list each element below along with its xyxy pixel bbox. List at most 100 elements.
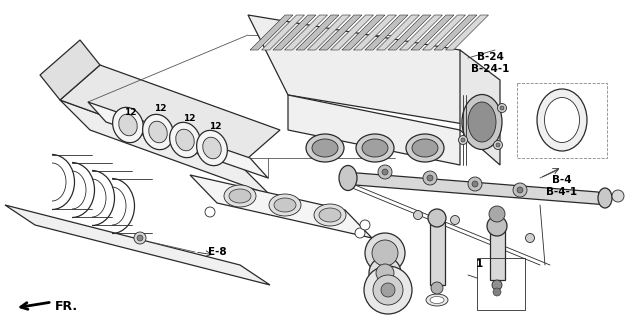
Polygon shape [434,15,477,50]
Circle shape [428,209,446,227]
Polygon shape [262,15,305,50]
Ellipse shape [545,98,579,142]
Text: B-24
B-24-1: B-24 B-24-1 [471,52,509,74]
Circle shape [427,175,433,181]
Polygon shape [40,40,100,100]
Text: 12: 12 [183,114,195,123]
Ellipse shape [426,294,448,306]
Ellipse shape [143,114,173,150]
Polygon shape [330,15,374,50]
Ellipse shape [314,204,346,226]
Circle shape [382,169,388,175]
Ellipse shape [274,198,296,212]
Ellipse shape [468,102,496,142]
Circle shape [376,264,394,282]
Polygon shape [60,100,270,195]
Polygon shape [460,50,500,165]
Circle shape [493,288,501,296]
Circle shape [489,206,505,222]
Circle shape [360,220,370,230]
Circle shape [517,187,523,193]
Circle shape [364,266,412,314]
Circle shape [369,257,401,289]
Polygon shape [345,172,608,205]
Text: 12: 12 [154,103,166,113]
Ellipse shape [148,121,167,143]
Polygon shape [190,175,372,238]
Text: B-4
B-4-1: B-4 B-4-1 [547,175,577,196]
Ellipse shape [362,139,388,157]
Ellipse shape [312,139,338,157]
Ellipse shape [319,208,341,222]
Polygon shape [248,15,500,130]
Circle shape [365,233,405,273]
Polygon shape [353,15,397,50]
Circle shape [134,232,146,244]
Ellipse shape [203,137,221,159]
Text: 1: 1 [476,259,483,269]
Circle shape [525,234,534,243]
Polygon shape [319,15,362,50]
Polygon shape [285,15,328,50]
Ellipse shape [269,194,301,216]
Circle shape [413,211,422,220]
Polygon shape [365,15,408,50]
Circle shape [487,216,507,236]
Polygon shape [60,65,280,165]
Polygon shape [88,102,268,178]
Circle shape [513,183,527,197]
Circle shape [372,240,398,266]
Ellipse shape [598,188,612,208]
Circle shape [137,235,143,241]
Polygon shape [288,95,460,165]
Circle shape [612,190,624,202]
Ellipse shape [113,107,143,143]
Circle shape [423,171,437,185]
Polygon shape [430,222,445,285]
Circle shape [381,283,395,297]
Ellipse shape [119,114,137,136]
Ellipse shape [196,130,227,166]
Ellipse shape [339,165,357,190]
Text: 12: 12 [124,108,136,116]
Ellipse shape [430,297,444,303]
Circle shape [461,138,465,142]
Polygon shape [296,15,339,50]
Text: FR.: FR. [55,300,78,314]
Polygon shape [376,15,419,50]
Polygon shape [307,15,351,50]
Polygon shape [445,15,488,50]
Text: E-8: E-8 [208,247,227,257]
Ellipse shape [462,94,502,149]
Circle shape [472,181,478,187]
Circle shape [205,207,215,217]
Circle shape [493,140,502,149]
Circle shape [373,275,403,305]
Polygon shape [490,230,505,280]
Text: 12: 12 [209,122,221,131]
Polygon shape [422,15,465,50]
Polygon shape [399,15,442,50]
Polygon shape [388,15,431,50]
Circle shape [451,215,460,225]
Circle shape [497,103,506,113]
Ellipse shape [170,122,200,158]
Circle shape [458,135,467,145]
Circle shape [496,143,500,147]
Circle shape [378,165,392,179]
Circle shape [468,177,482,191]
Ellipse shape [229,189,251,203]
Ellipse shape [412,139,438,157]
Circle shape [431,282,443,294]
Ellipse shape [356,134,394,162]
Bar [517,83,607,158]
Polygon shape [5,205,270,285]
Circle shape [355,228,365,238]
Ellipse shape [537,89,587,151]
Ellipse shape [406,134,444,162]
Circle shape [500,106,504,110]
Polygon shape [250,15,293,50]
Polygon shape [273,15,316,50]
Ellipse shape [306,134,344,162]
Polygon shape [342,15,385,50]
